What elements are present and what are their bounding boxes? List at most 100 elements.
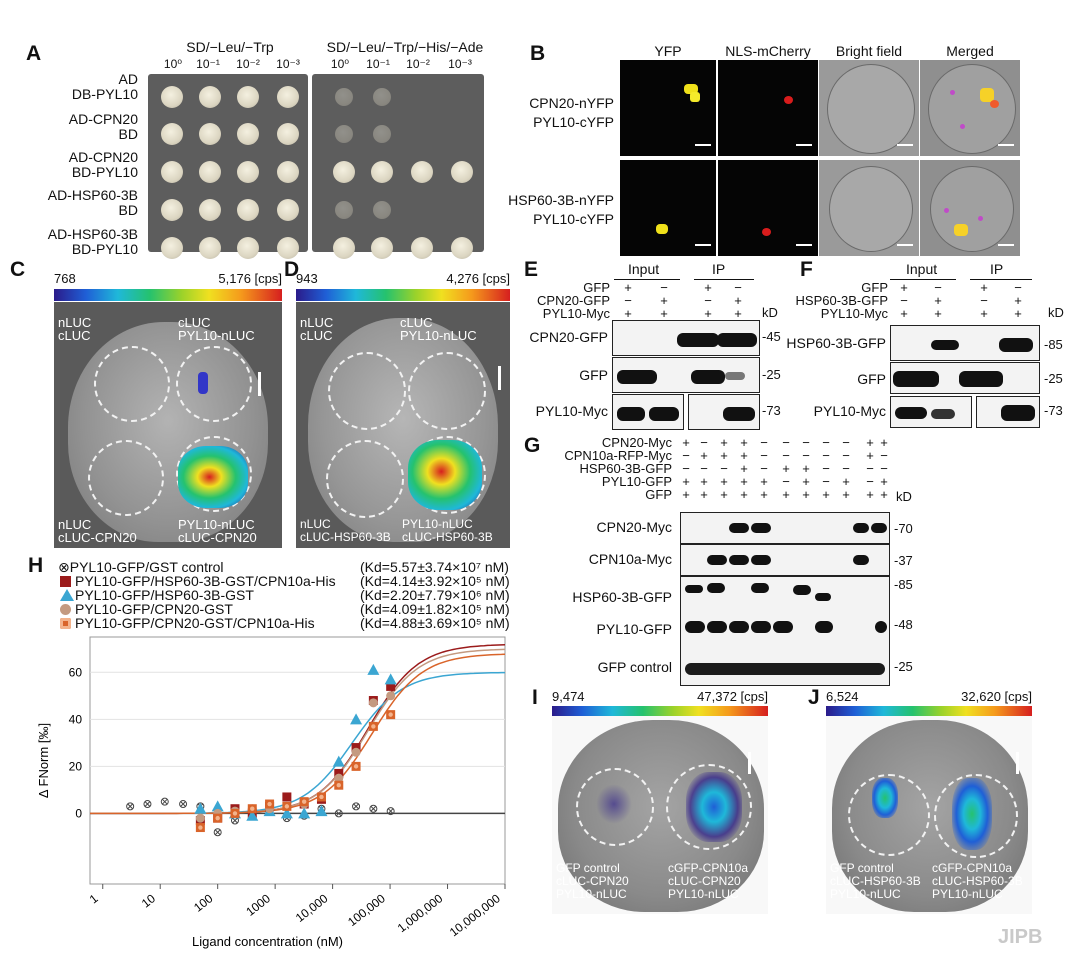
yfp-signal xyxy=(684,84,698,94)
x-tick-label: 10 xyxy=(139,891,158,910)
yeast-colony xyxy=(199,237,221,259)
sign-cell: + xyxy=(760,474,768,489)
micrograph-yfp-cpn20 xyxy=(620,60,716,156)
sign-cell: − xyxy=(880,461,888,476)
legend-label: PYL10-GFP/HSP60-3B-GST xyxy=(75,587,254,603)
yeast-colony xyxy=(411,161,433,183)
sign-cell: − xyxy=(822,435,830,450)
label: nLUC cLUC-CPN20 xyxy=(58,517,137,545)
blot-label: GFP xyxy=(579,367,608,383)
sign-cell: − xyxy=(866,474,874,489)
legend-kd: (Kd=5.57±3.74×10⁷ nM) xyxy=(360,559,509,575)
yeast-colony xyxy=(161,86,183,108)
yeast-colony xyxy=(333,161,355,183)
yeast-colony xyxy=(237,123,259,145)
label: cLUC PYL10-nLUC xyxy=(400,315,477,343)
row-label: AD-CPN20 BD-PYL10 xyxy=(68,149,138,180)
panel-label-i: I xyxy=(532,686,538,709)
yeast-colony xyxy=(277,237,299,259)
yeast-colony xyxy=(277,199,299,221)
yeast-colony xyxy=(335,88,353,106)
data-point-cross xyxy=(127,803,134,810)
micrograph-mcherry-cpn20 xyxy=(718,60,818,156)
sign-cell: − xyxy=(782,474,790,489)
panel-j-colorbar xyxy=(826,706,1032,716)
panel-label-a: A xyxy=(26,42,42,65)
sign-cell: − xyxy=(802,435,810,450)
legend-kd: (Kd=4.14±3.92×10⁵ nM) xyxy=(360,573,510,589)
data-point xyxy=(315,805,328,817)
merged-signal xyxy=(954,224,968,236)
panel-b-col-brightfield: Bright field xyxy=(835,43,903,59)
dilution-label: 10⁻³ xyxy=(276,57,300,71)
sign-cell: + xyxy=(866,435,874,450)
marker: -45 xyxy=(762,329,781,344)
luc-signal xyxy=(872,778,898,818)
panel-i-colorbar xyxy=(552,706,768,716)
sign-cell: + xyxy=(1014,293,1022,308)
panel-d-leaf-image: nLUC cLUC cLUC PYL10-nLUC nLUC cLUC-HSP60-3… xyxy=(296,302,510,548)
panel-f-header-input: Input xyxy=(906,261,938,277)
yeast-colony xyxy=(199,86,221,108)
panel-e-blot-pyl10-ip xyxy=(688,394,760,430)
panel-label-e: E xyxy=(524,258,539,281)
yeast-colony xyxy=(451,237,473,259)
data-point-cross xyxy=(353,803,359,810)
data-point xyxy=(368,698,378,708)
legend-kd: (Kd=4.88±3.69×10⁵ nM) xyxy=(360,615,510,631)
data-point-center xyxy=(215,815,220,821)
sign-cell: − xyxy=(660,280,668,295)
yeast-colony xyxy=(277,161,299,183)
panel-c-scale-max: 5,176 [cps] xyxy=(218,271,282,286)
data-point xyxy=(332,755,345,767)
x-tick-label: 1,000,000 xyxy=(395,891,446,935)
yeast-colony xyxy=(335,125,353,143)
yeast-colony xyxy=(373,88,391,106)
data-point xyxy=(386,681,396,691)
yeast-colony xyxy=(373,201,391,219)
marker: -70 xyxy=(894,521,913,536)
data-point xyxy=(334,768,344,778)
sign-row-label: CPN20-GFP xyxy=(537,293,610,308)
yeast-colony xyxy=(237,86,259,108)
data-point xyxy=(369,804,378,813)
data-point xyxy=(280,807,293,819)
yeast-colony xyxy=(373,125,391,143)
panel-e-header-ip: IP xyxy=(712,261,726,277)
sign-cell: + xyxy=(720,474,728,489)
micrograph-yfp-hsp60 xyxy=(620,160,716,256)
micrograph-merged-hsp60 xyxy=(920,160,1020,256)
legend-label: PYL10-GFP/HSP60-3B-GST/CPN10a-His xyxy=(75,573,336,589)
sign-cell: − xyxy=(624,293,632,308)
yeast-colony xyxy=(451,161,473,183)
sign-cell: + xyxy=(704,306,712,321)
micrograph-brightfield-cpn20 xyxy=(819,60,919,156)
yeast-colony xyxy=(335,201,353,219)
luc-signal xyxy=(408,440,482,510)
sign-cell: + xyxy=(782,487,790,502)
blot-label: GFP control xyxy=(597,659,672,675)
panel-c-scale-min: 768 xyxy=(54,271,76,286)
sign-cell: − xyxy=(934,280,942,295)
sign-cell: + xyxy=(682,474,690,489)
panel-j-scale-min: 6,524 xyxy=(826,689,859,704)
yeast-colony xyxy=(371,237,393,259)
yeast-plate-right xyxy=(312,74,484,259)
blot-label: CPN20-GFP xyxy=(529,329,608,345)
blot-label: CPN20-Myc xyxy=(596,519,672,535)
data-point xyxy=(298,807,311,819)
sign-cell: + xyxy=(700,487,708,502)
sign-row-label: HSP60-3B-GFP xyxy=(579,461,672,476)
sign-cell: − xyxy=(682,448,690,463)
sign-row-label: CPN10a-RFP-Myc xyxy=(564,448,672,463)
label: nLUC cLUC-HSP60-3B xyxy=(300,517,391,544)
panel-label-b: B xyxy=(530,42,546,65)
data-point xyxy=(246,809,259,821)
panel-label-d: D xyxy=(284,258,300,281)
sign-cell: − xyxy=(760,435,768,450)
panel-g-blot-cpn20 xyxy=(680,512,890,544)
panel-b-col-yfp: YFP xyxy=(654,43,682,59)
panel-f-blot-pyl10-input xyxy=(890,396,972,428)
yfp-signal xyxy=(690,92,700,102)
data-point-center xyxy=(353,764,359,769)
